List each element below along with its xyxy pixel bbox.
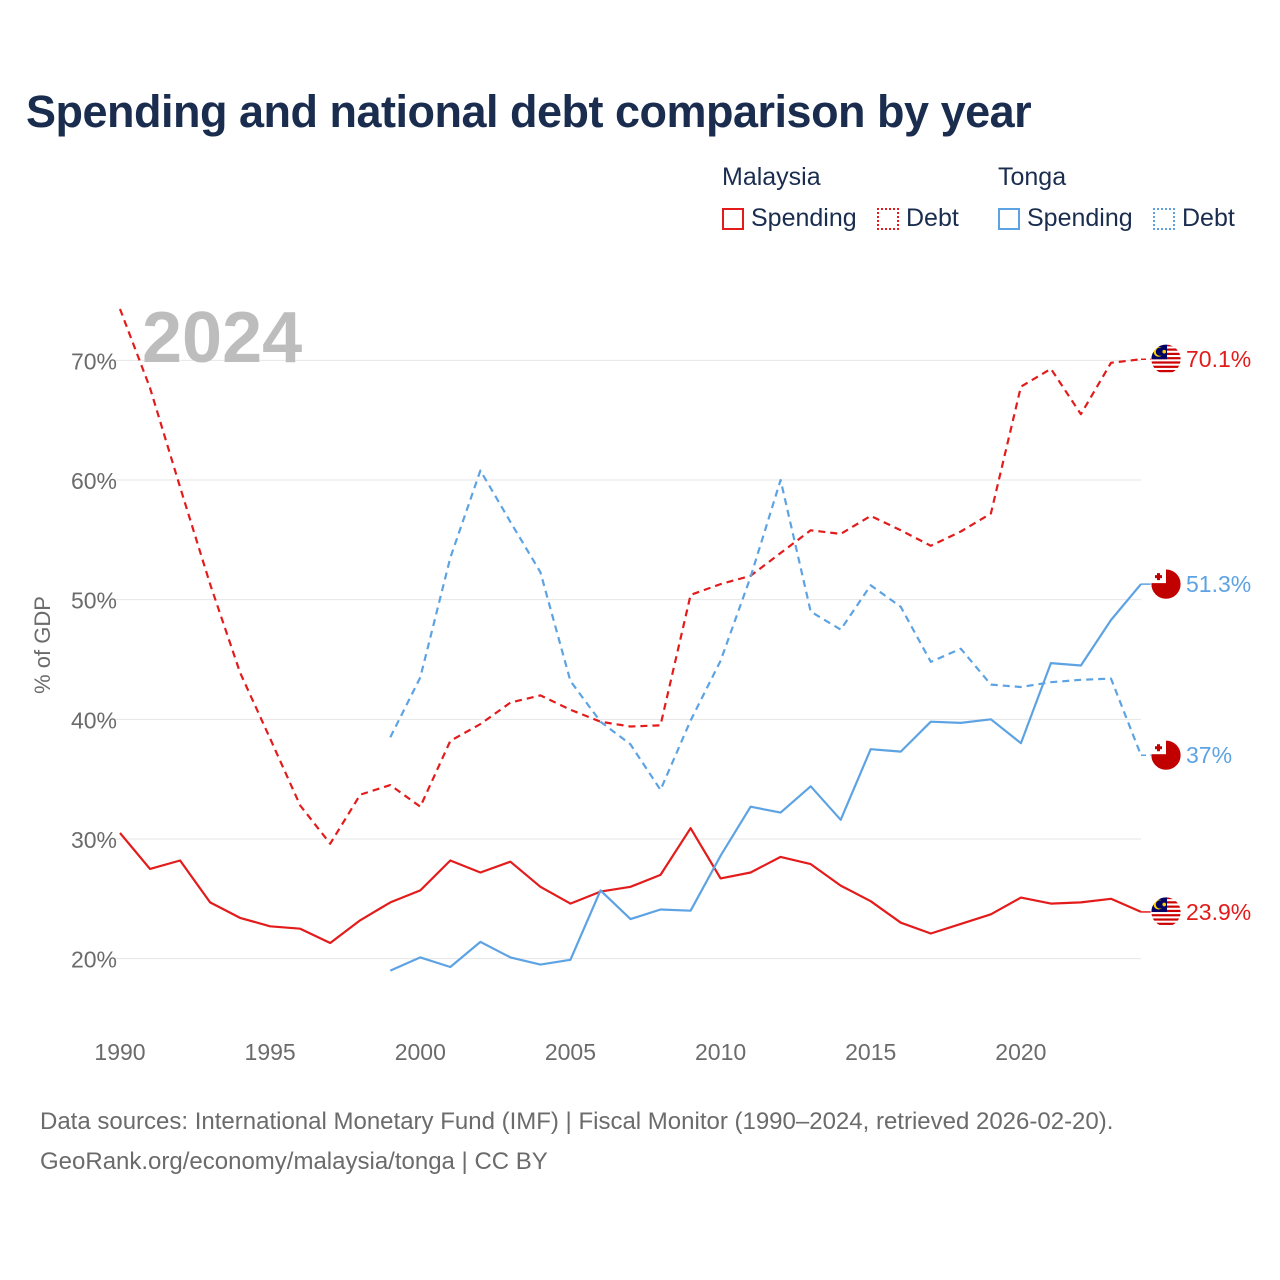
x-tick-label: 2005 [545, 1039, 596, 1065]
axes: 20% 30% 40% 50% 60% 70% 1990 1995 2000 2005 2010 20… [71, 348, 1047, 1065]
footer-source: Data sources: International Monetary Fun… [40, 1108, 1114, 1135]
x-tick-label: 2020 [995, 1039, 1046, 1065]
legend-tonga-debt[interactable]: Debt [1153, 204, 1235, 233]
footer-credit: GeoRank.org/economy/malaysia/tonga | CC … [40, 1148, 548, 1175]
grid [112, 359, 1141, 960]
legend-label: Spending [1027, 204, 1133, 232]
flag-outline [1150, 343, 1182, 375]
legend-swatch-dotted-blue [1153, 207, 1175, 230]
legend-label: Spending [751, 204, 857, 232]
x-tick-label: 2010 [695, 1039, 746, 1065]
legend-swatch-solid-blue [998, 207, 1020, 230]
series [118, 308, 1143, 972]
y-axis-label: % of GDP [30, 596, 55, 694]
legend-tonga-spending[interactable]: Spending [998, 204, 1133, 233]
x-tick-label: 2015 [845, 1039, 896, 1065]
legend-swatch-solid-red [722, 207, 744, 230]
series-line-tonga-spending [389, 583, 1142, 972]
legend-label: Debt [1182, 204, 1235, 232]
series-line-tonga-debt [389, 469, 1143, 792]
y-tick-label: 40% [71, 707, 117, 733]
year-watermark: 2024 [142, 298, 302, 378]
end-value-label: 51.3% [1186, 571, 1251, 597]
flag-outline [1150, 568, 1182, 600]
legend-group-malaysia: Malaysia [722, 163, 821, 191]
end-value-label: 37% [1186, 742, 1232, 768]
flag-outline [1150, 896, 1182, 928]
legend-label: Debt [906, 204, 959, 232]
y-tick-label: 60% [71, 468, 117, 494]
legend-malaysia-debt[interactable]: Debt [877, 204, 959, 233]
x-tick-label: 1990 [94, 1039, 145, 1065]
legend-malaysia-spending[interactable]: Spending [722, 204, 857, 233]
series-line-malaysia-spending [119, 827, 1142, 945]
end-labels: 23.9% 70.1% 51.3% 37% [1141, 343, 1251, 928]
y-tick-label: 20% [71, 947, 117, 973]
end-value-label: 70.1% [1186, 346, 1251, 372]
y-tick-label: 30% [71, 827, 117, 853]
legend-group-tonga: Tonga [998, 163, 1067, 191]
y-tick-label: 50% [71, 588, 117, 614]
x-tick-label: 1995 [245, 1039, 296, 1065]
chart-title: Spending and national debt comparison by… [26, 86, 1032, 137]
end-value-label: 23.9% [1186, 899, 1251, 925]
legend-swatch-dotted-red [877, 207, 899, 230]
y-tick-label: 70% [71, 348, 117, 374]
x-tick-label: 2000 [395, 1039, 446, 1065]
flag-outline [1150, 739, 1182, 771]
series-line-malaysia-debt [118, 308, 1142, 845]
